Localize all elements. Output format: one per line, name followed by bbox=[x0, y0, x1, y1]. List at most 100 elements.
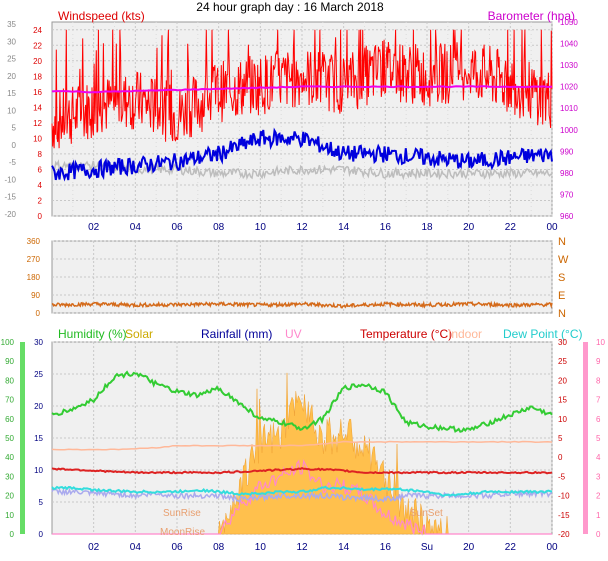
multi-ytick-temp: 5 bbox=[558, 434, 563, 443]
wind-ytick-outer: 0 bbox=[12, 141, 17, 150]
wind-xtick: 14 bbox=[338, 222, 350, 233]
multi-xtick: 08 bbox=[213, 542, 225, 553]
wind-xtick: 10 bbox=[255, 222, 267, 233]
multi-ytick-temp: -10 bbox=[558, 492, 570, 501]
multi-ytick-humidity: 60 bbox=[5, 415, 14, 424]
wind-ytick-knots: 24 bbox=[33, 26, 42, 35]
wind-xtick: 18 bbox=[421, 222, 433, 233]
multi-ytick-humidity: 10 bbox=[5, 511, 14, 520]
multi-ytick-inner: 5 bbox=[39, 498, 44, 507]
multi-xtick: Su bbox=[421, 542, 433, 553]
multi-ytick-temp: 25 bbox=[558, 357, 567, 366]
wind-xtick: 12 bbox=[296, 222, 308, 233]
dir-ytick: 360 bbox=[27, 237, 41, 246]
wind-ytick-knots: 10 bbox=[33, 134, 42, 143]
wind-ytick-outer: -15 bbox=[4, 193, 16, 202]
wind-xtick: 22 bbox=[505, 222, 517, 233]
multi-ytick-inner: 0 bbox=[39, 530, 44, 539]
multi-ytick-uv: 6 bbox=[596, 415, 601, 424]
dir-ytick: 270 bbox=[27, 255, 41, 264]
multi-ytick-temp: -20 bbox=[558, 530, 570, 539]
wind-xtick: 20 bbox=[463, 222, 475, 233]
multi-ytick-temp: 15 bbox=[558, 396, 567, 405]
multi-ytick-temp: 10 bbox=[558, 415, 567, 424]
multi-ytick-humidity: 0 bbox=[10, 530, 15, 539]
wind-ytick-hpa: 970 bbox=[560, 190, 574, 199]
wind-ytick-hpa: 1010 bbox=[560, 104, 578, 113]
multi-ytick-uv: 10 bbox=[596, 338, 605, 347]
wind-ytick-knots: 2 bbox=[38, 196, 43, 205]
windspeed-label: Windspeed (kts) bbox=[58, 9, 145, 23]
direction-panel: 0 N 90 E 180 S 270 W 360 N bbox=[27, 236, 569, 320]
dir-compass-label: N bbox=[558, 236, 566, 248]
wind-ytick-knots: 14 bbox=[33, 103, 42, 112]
multi-xtick: 20 bbox=[463, 542, 475, 553]
legend-indoor: Indoor bbox=[448, 327, 482, 341]
moonrise-label: MoonRise bbox=[160, 527, 205, 538]
multi-panel: Humidity (%) Solar Rainfall (mm) UV Temp… bbox=[1, 327, 606, 553]
wind-ytick-knots: 8 bbox=[38, 150, 43, 159]
wind-ytick-knots: 0 bbox=[38, 212, 43, 221]
multi-ytick-temp: -15 bbox=[558, 511, 570, 520]
wind-ytick-knots: 12 bbox=[33, 119, 42, 128]
multi-ytick-humidity: 80 bbox=[5, 376, 14, 385]
dir-ytick: 90 bbox=[31, 291, 40, 300]
wind-ytick-outer: 5 bbox=[12, 124, 17, 133]
humidity-axis-bar bbox=[20, 342, 25, 534]
multi-ytick-humidity: 20 bbox=[5, 492, 14, 501]
wind-ytick-knots: 6 bbox=[38, 165, 43, 174]
multi-ytick-humidity: 50 bbox=[5, 434, 14, 443]
wind-ytick-hpa: 990 bbox=[560, 147, 574, 156]
multi-ytick-temp: -5 bbox=[558, 472, 566, 481]
wind-ytick-outer: -20 bbox=[4, 210, 16, 219]
multi-ytick-uv: 0 bbox=[596, 530, 601, 539]
dir-compass-label: E bbox=[558, 290, 565, 302]
multi-xtick: 02 bbox=[88, 542, 100, 553]
wind-ytick-outer: 20 bbox=[7, 72, 16, 81]
legend-rainfall: Rainfall (mm) bbox=[201, 327, 272, 341]
multi-ytick-humidity: 30 bbox=[5, 472, 14, 481]
dir-compass-label: S bbox=[558, 272, 565, 284]
multi-xtick: 14 bbox=[338, 542, 350, 553]
multi-ytick-uv: 1 bbox=[596, 511, 601, 520]
uv-axis-bar bbox=[583, 342, 588, 534]
wind-ytick-outer: 30 bbox=[7, 37, 16, 46]
wind-xtick: 00 bbox=[546, 222, 558, 233]
multi-ytick-uv: 7 bbox=[596, 396, 601, 405]
multi-xtick: 22 bbox=[505, 542, 517, 553]
wind-ytick-outer: 35 bbox=[7, 20, 16, 29]
legend-dewpoint: Dew Point (°C) bbox=[503, 327, 582, 341]
multi-ytick-inner: 10 bbox=[34, 466, 43, 475]
chart-title: 24 hour graph day : 16 March 2018 bbox=[196, 0, 384, 14]
multi-xtick: 10 bbox=[255, 542, 267, 553]
wind-ytick-hpa: 1050 bbox=[560, 18, 578, 27]
multi-ytick-inner: 15 bbox=[34, 434, 43, 443]
wind-ytick-knots: 22 bbox=[33, 41, 42, 50]
multi-ytick-uv: 8 bbox=[596, 376, 601, 385]
multi-xtick: 16 bbox=[380, 542, 392, 553]
wind-ytick-outer: 10 bbox=[7, 106, 16, 115]
wind-ytick-outer: -10 bbox=[4, 175, 16, 184]
multi-ytick-inner: 20 bbox=[34, 402, 43, 411]
multi-ytick-uv: 5 bbox=[596, 434, 601, 443]
wind-xtick: 08 bbox=[213, 222, 225, 233]
wind-xtick: 04 bbox=[130, 222, 142, 233]
dir-compass-label: N bbox=[558, 308, 566, 320]
multi-ytick-temp: 20 bbox=[558, 376, 567, 385]
multi-ytick-uv: 4 bbox=[596, 453, 601, 462]
multi-ytick-inner: 30 bbox=[34, 338, 43, 347]
wind-ytick-hpa: 960 bbox=[560, 212, 574, 221]
multi-xtick: 04 bbox=[130, 542, 142, 553]
multi-ytick-humidity: 40 bbox=[5, 453, 14, 462]
legend-humidity: Humidity (%) bbox=[58, 327, 127, 341]
multi-ytick-temp: 30 bbox=[558, 338, 567, 347]
sunrise-label: SunRise bbox=[163, 508, 201, 519]
wind-ytick-hpa: 1020 bbox=[560, 83, 578, 92]
wind-ytick-knots: 16 bbox=[33, 88, 42, 97]
multi-ytick-uv: 3 bbox=[596, 472, 601, 481]
legend-uv: UV bbox=[285, 327, 302, 341]
wind-panel: Windspeed (kts) Barometer (hpa) 02 04 06 08… bbox=[4, 9, 578, 233]
wind-ytick-knots: 4 bbox=[38, 181, 43, 190]
dir-ytick: 0 bbox=[36, 309, 41, 318]
